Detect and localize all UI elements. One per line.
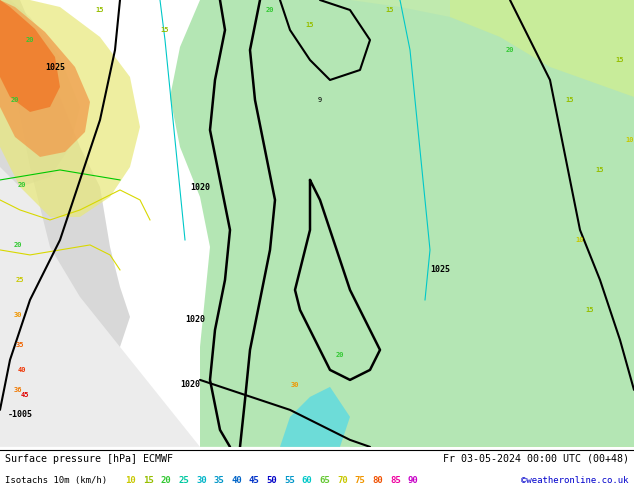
Text: 75: 75	[354, 476, 365, 485]
Text: 20: 20	[336, 352, 344, 358]
Text: -1005: -1005	[8, 411, 32, 419]
Text: 50: 50	[266, 476, 277, 485]
Text: 1020: 1020	[190, 183, 210, 193]
Text: 30: 30	[14, 312, 22, 318]
Text: 35: 35	[214, 476, 224, 485]
Polygon shape	[0, 0, 60, 112]
Text: 85: 85	[390, 476, 401, 485]
Text: 25: 25	[16, 277, 24, 283]
Text: 15: 15	[596, 167, 604, 173]
Polygon shape	[0, 0, 200, 447]
Text: 65: 65	[320, 476, 330, 485]
Text: 10: 10	[626, 137, 634, 143]
Text: 20: 20	[18, 182, 26, 188]
Text: Fr 03-05-2024 00:00 UTC (00+48): Fr 03-05-2024 00:00 UTC (00+48)	[443, 454, 629, 464]
Text: 30: 30	[291, 382, 299, 388]
Text: 15: 15	[161, 27, 169, 33]
Text: 45: 45	[249, 476, 260, 485]
Text: 80: 80	[372, 476, 383, 485]
Text: 15: 15	[586, 307, 594, 313]
Polygon shape	[0, 0, 80, 187]
Text: 1020: 1020	[185, 316, 205, 324]
Text: 20: 20	[14, 242, 22, 248]
Polygon shape	[0, 0, 130, 357]
Text: 90: 90	[408, 476, 418, 485]
Text: 35: 35	[16, 342, 24, 348]
Text: 15: 15	[616, 57, 624, 63]
Text: 10: 10	[126, 476, 136, 485]
Text: 60: 60	[302, 476, 313, 485]
Text: 9: 9	[318, 97, 322, 103]
Text: 20: 20	[506, 47, 514, 53]
Text: 45: 45	[21, 392, 29, 398]
Text: 30: 30	[196, 476, 207, 485]
Text: 55: 55	[284, 476, 295, 485]
Text: 10: 10	[576, 237, 585, 243]
Text: 15: 15	[143, 476, 154, 485]
Text: 20: 20	[11, 97, 19, 103]
Text: 36: 36	[14, 387, 22, 393]
Text: 15: 15	[306, 22, 314, 28]
Text: 1025: 1025	[45, 64, 65, 73]
Text: 40: 40	[18, 367, 26, 373]
Text: 20: 20	[266, 7, 275, 13]
Text: 15: 15	[385, 7, 394, 13]
Text: 40: 40	[231, 476, 242, 485]
Bar	[350, 0, 634, 447]
Polygon shape	[0, 0, 90, 157]
Text: 1020: 1020	[180, 380, 200, 390]
Text: ©weatheronline.co.uk: ©weatheronline.co.uk	[521, 476, 629, 485]
Text: Surface pressure [hPa] ECMWF: Surface pressure [hPa] ECMWF	[5, 454, 173, 464]
Text: 70: 70	[337, 476, 348, 485]
Text: 15: 15	[96, 7, 104, 13]
Text: 25: 25	[178, 476, 189, 485]
Text: 20: 20	[26, 37, 34, 43]
Polygon shape	[170, 0, 634, 447]
Bar	[450, 0, 634, 447]
Text: Isotachs 10m (km/h): Isotachs 10m (km/h)	[5, 476, 113, 485]
Text: 1025: 1025	[430, 266, 450, 274]
Text: 15: 15	[566, 97, 574, 103]
Polygon shape	[0, 0, 140, 217]
Text: 20: 20	[161, 476, 172, 485]
Polygon shape	[280, 387, 350, 447]
